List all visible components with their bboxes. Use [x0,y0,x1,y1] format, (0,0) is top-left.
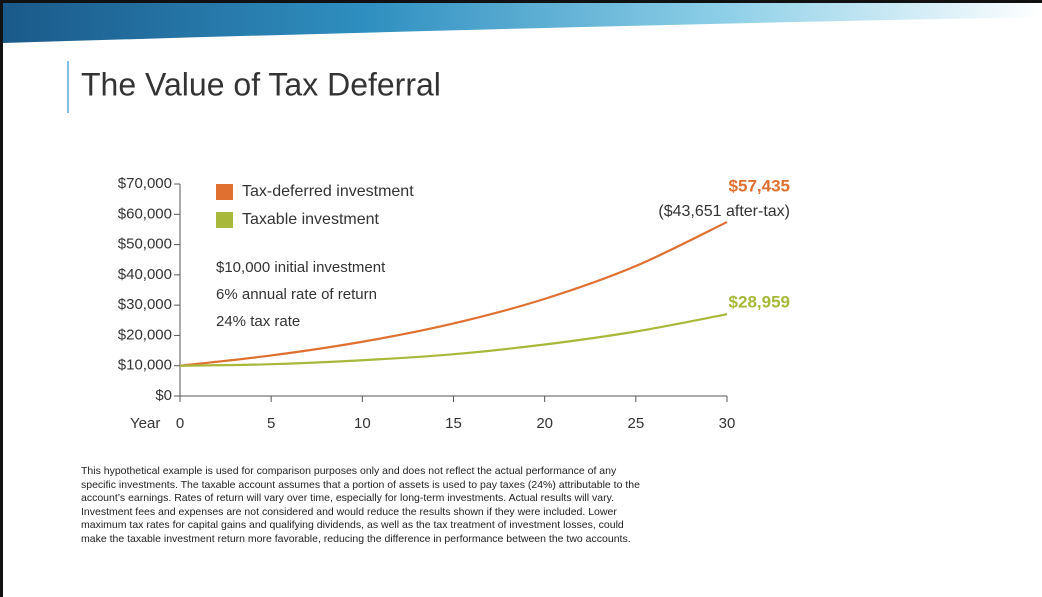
y-tick-label: $20,000 [118,326,172,343]
y-tick-label: $60,000 [118,205,172,222]
footnote-line: make the taxable investment return more … [81,532,631,545]
y-tick-label: $30,000 [118,296,172,313]
x-tick-label: 25 [627,415,644,432]
end-note: ($43,651 after-tax) [658,203,790,220]
x-tick-label: 15 [445,415,462,432]
footnote: This hypothetical example is used for co… [81,465,640,546]
footnote-line: maximum tax rates for capital gains and … [81,519,624,531]
footnote-line: Investment fees and expenses are not con… [81,505,617,518]
annotation: 24% tax rate [216,313,300,330]
annotation: $10,000 initial investment [216,259,386,276]
x-tick-label: 20 [536,415,553,432]
annotation: 6% annual rate of return [216,286,377,303]
legend-label: Tax-deferred investment [242,183,414,200]
y-tick-label: $70,000 [118,175,172,192]
series-line [179,221,728,367]
x-tick-label: 30 [719,415,736,432]
slide-title: The Value of Tax Deferral [81,66,441,102]
y-tick-label: $10,000 [118,357,172,374]
legend-swatch [216,212,233,228]
end-label: $28,959 [729,292,790,311]
footnote-line: account’s earnings. Rates of return will… [81,492,614,504]
legend-label: Taxable investment [242,211,380,228]
x-axis-label: Year [130,415,160,432]
x-tick-label: 10 [354,415,371,432]
y-tick-label: $0 [155,387,172,404]
series-line [179,313,728,367]
footnote-line: specific investments. The taxable accoun… [81,478,640,491]
x-tick-label: 5 [267,415,275,432]
x-tick-label: 0 [176,415,184,432]
header-band [3,3,1042,43]
footnote-line: This hypothetical example is used for co… [81,465,617,477]
y-tick-label: $50,000 [118,236,172,253]
legend-swatch [216,184,233,200]
y-tick-label: $40,000 [118,266,172,283]
end-label: $57,435 [729,176,790,195]
chart: The Value of Tax Deferral $0 $10,000 $20,0… [3,3,1042,432]
